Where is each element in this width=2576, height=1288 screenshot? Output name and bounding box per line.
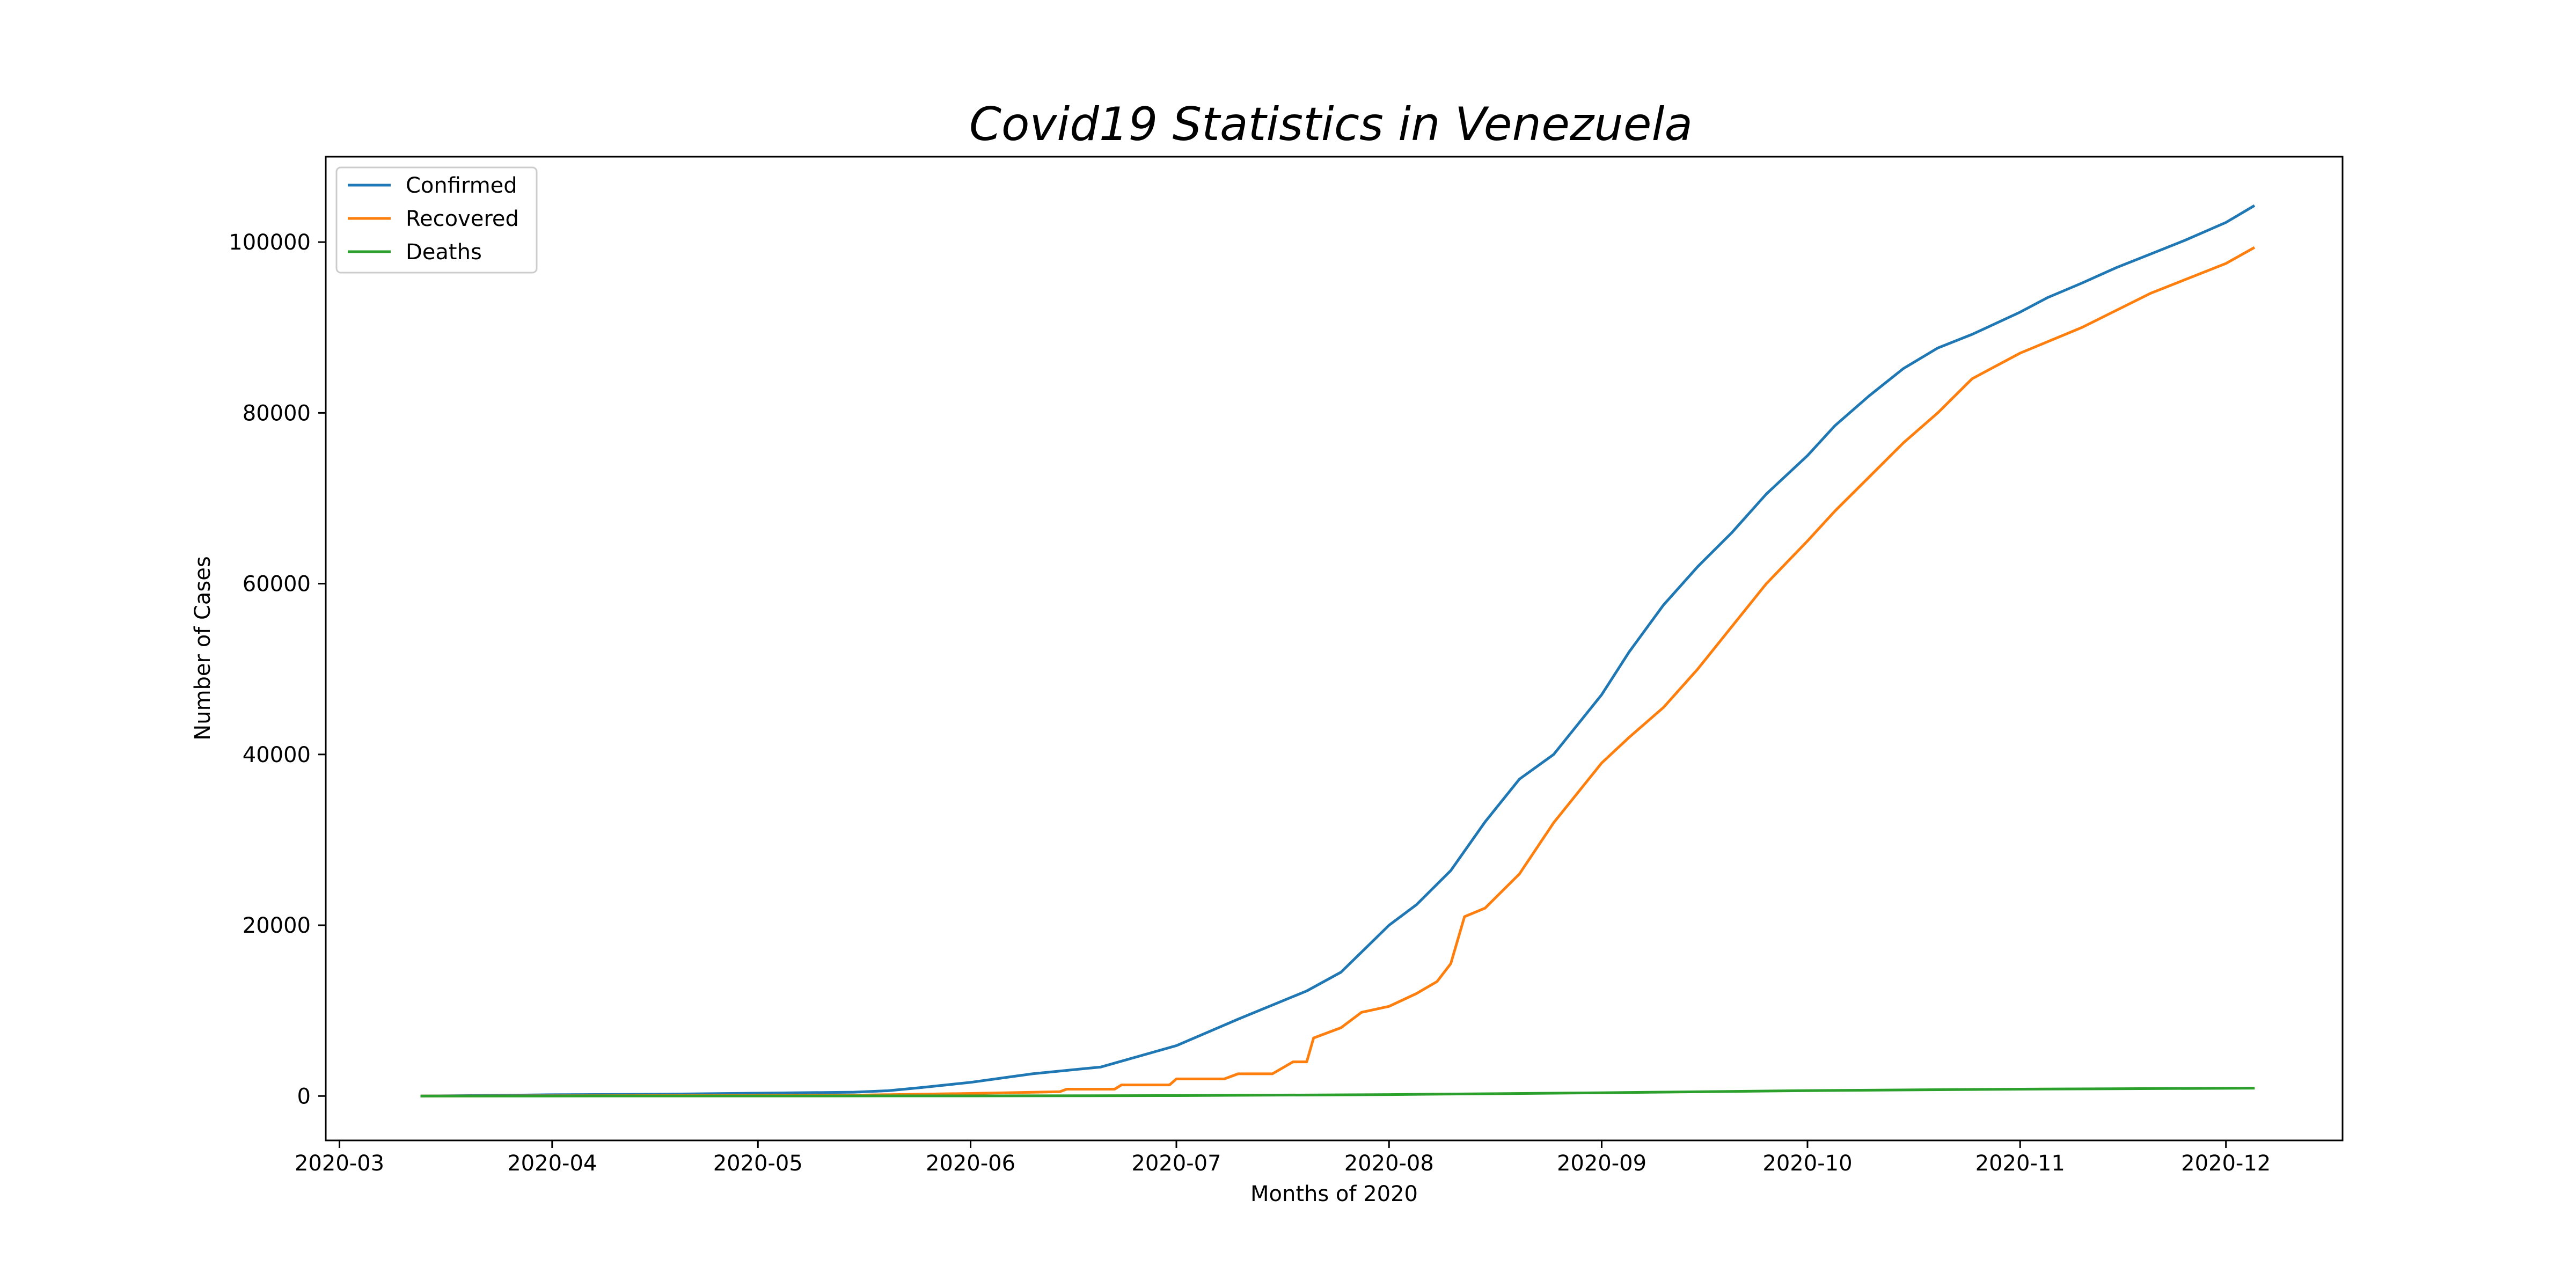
legend-box — [335, 166, 538, 274]
series-line-recovered — [420, 246, 2256, 1097]
plot-frame — [325, 156, 2344, 1141]
legend-label-recovered: Recovered — [406, 207, 519, 231]
x-tick-label: 2020-03 — [295, 1151, 384, 1176]
legend: Confirmed Recovered Deaths — [335, 166, 538, 274]
legend-label-deaths: Deaths — [406, 240, 482, 265]
x-axis-label: Months of 2020 — [1250, 1182, 1418, 1206]
y-tick-label: 60000 — [243, 572, 311, 597]
x-tick-label: 2020-05 — [713, 1151, 803, 1176]
y-tick-label: 100000 — [229, 230, 311, 255]
y-tick-label: 20000 — [243, 913, 311, 938]
y-tick-label: 0 — [297, 1084, 311, 1109]
plot-area — [420, 204, 2256, 1097]
chart-title: Covid19 Statistics in Venezuela — [969, 98, 1693, 151]
y-tick-label: 40000 — [243, 743, 311, 767]
x-tick-label: 2020-04 — [507, 1151, 597, 1176]
x-tick-label: 2020-07 — [1131, 1151, 1221, 1176]
x-tick-label: 2020-12 — [2181, 1151, 2271, 1176]
x-tick-label: 2020-08 — [1344, 1151, 1434, 1176]
series-line-deaths — [420, 1087, 2255, 1097]
series-line-confirmed — [420, 204, 2256, 1097]
x-tick-label: 2020-10 — [1762, 1151, 1852, 1176]
x-tick-label: 2020-06 — [926, 1151, 1015, 1176]
y-axis-label: Number of Cases — [191, 556, 215, 740]
x-tick-label: 2020-11 — [1975, 1151, 2065, 1176]
x-tick-label: 2020-09 — [1557, 1151, 1646, 1176]
x-axis-ticks: 2020-03 2020-04 2020-05 2020-06 2020-07 2020-… — [295, 1140, 2271, 1176]
legend-label-confirmed: Confirmed — [406, 173, 517, 198]
y-axis-ticks: 0 20000 40000 60000 80000 100000 — [229, 230, 326, 1109]
y-tick-label: 80000 — [243, 401, 311, 426]
